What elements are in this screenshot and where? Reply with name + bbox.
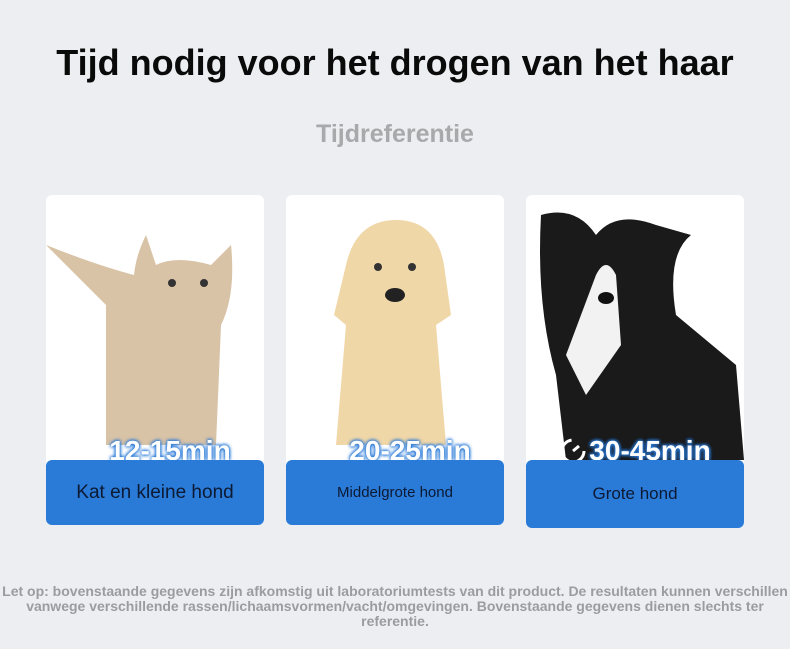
size-label: Grote hond <box>526 460 744 528</box>
card-cat: 12-15min Kat en kleine hond <box>46 195 264 525</box>
page-subtitle: Tijdreferentie <box>316 120 474 148</box>
border-collie-image <box>540 212 744 460</box>
puppy-image <box>334 220 451 445</box>
card-puppy: 20-25min Middelgrote hond <box>286 195 504 525</box>
card-border-collie: 30-45min Grote hond <box>526 195 744 528</box>
page-title: Tijd nodig voor het drogen van het haar <box>56 42 734 83</box>
size-label: Kat en kleine hond <box>46 460 264 525</box>
size-label: Middelgrote hond <box>286 460 504 525</box>
cat-image <box>46 235 233 445</box>
disclaimer-note: Let op: bovenstaande gegevens zijn afkom… <box>2 583 788 629</box>
